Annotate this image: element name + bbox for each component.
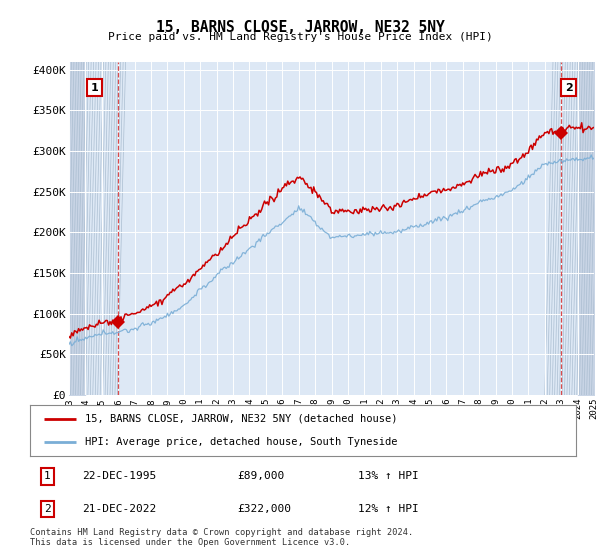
Text: Price paid vs. HM Land Registry's House Price Index (HPI): Price paid vs. HM Land Registry's House … (107, 32, 493, 43)
Text: 13% ↑ HPI: 13% ↑ HPI (358, 472, 418, 482)
Text: 1: 1 (44, 472, 50, 482)
Text: 21-DEC-2022: 21-DEC-2022 (82, 503, 156, 514)
Text: 22-DEC-1995: 22-DEC-1995 (82, 472, 156, 482)
Text: £322,000: £322,000 (238, 503, 292, 514)
Text: 2: 2 (565, 83, 572, 92)
Text: HPI: Average price, detached house, South Tyneside: HPI: Average price, detached house, Sout… (85, 437, 397, 447)
Text: 15, BARNS CLOSE, JARROW, NE32 5NY: 15, BARNS CLOSE, JARROW, NE32 5NY (155, 20, 445, 35)
Text: 12% ↑ HPI: 12% ↑ HPI (358, 503, 418, 514)
Text: 1: 1 (91, 83, 98, 92)
Text: 2: 2 (44, 503, 50, 514)
Text: Contains HM Land Registry data © Crown copyright and database right 2024.
This d: Contains HM Land Registry data © Crown c… (30, 528, 413, 547)
Text: 15, BARNS CLOSE, JARROW, NE32 5NY (detached house): 15, BARNS CLOSE, JARROW, NE32 5NY (detac… (85, 414, 397, 424)
Text: £89,000: £89,000 (238, 472, 285, 482)
